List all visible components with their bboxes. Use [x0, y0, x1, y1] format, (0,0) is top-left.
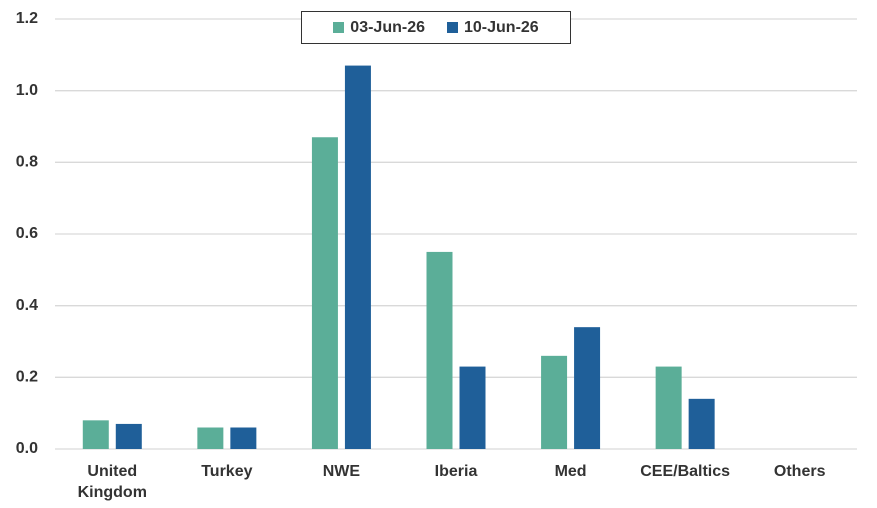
- bar: [459, 366, 486, 449]
- legend-item: 10-Jun-26: [447, 19, 539, 37]
- y-tick-label: 0.2: [16, 369, 38, 386]
- bar: [197, 427, 224, 449]
- legend-label: 03-Jun-26: [350, 18, 425, 36]
- x-tick-label: Others: [773, 463, 826, 480]
- bar: [82, 420, 109, 449]
- y-tick-label: 0.6: [16, 225, 38, 242]
- y-tick-label: 1.0: [16, 82, 38, 99]
- legend-item: 03-Jun-26: [333, 19, 425, 37]
- y-tick-label: 1.2: [16, 10, 38, 27]
- x-tick-label: Iberia: [434, 463, 478, 480]
- bar: [541, 355, 568, 449]
- bar: [230, 427, 257, 449]
- x-tick-label: NWE: [322, 463, 361, 480]
- legend-swatch: [333, 22, 345, 33]
- bar: [344, 65, 371, 449]
- x-tick-label: CEE/Baltics: [640, 463, 731, 480]
- legend-swatch: [447, 22, 458, 33]
- bar: [688, 398, 715, 449]
- x-tick-label: United Kingdom: [77, 463, 147, 501]
- x-tick-label: Turkey: [201, 463, 253, 480]
- legend-label: 10-Jun-26: [464, 18, 539, 36]
- x-tick-label: Med: [554, 463, 587, 480]
- bar: [426, 251, 453, 449]
- legend: 03-Jun-26 10-Jun-26: [301, 11, 571, 44]
- y-tick-label: 0.8: [16, 154, 38, 171]
- y-tick-label: 0.4: [16, 297, 38, 314]
- bar: [574, 327, 601, 449]
- y-tick-label: 0.0: [16, 440, 38, 457]
- bar: [311, 137, 338, 449]
- bar: [655, 366, 682, 449]
- bar: [115, 423, 142, 449]
